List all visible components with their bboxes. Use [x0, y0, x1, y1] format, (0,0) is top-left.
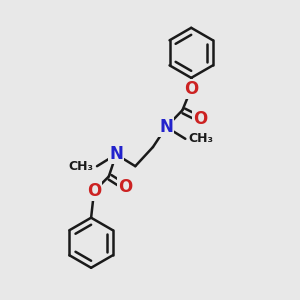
Text: N: N — [159, 118, 173, 136]
Text: O: O — [184, 80, 198, 98]
Text: O: O — [118, 178, 132, 196]
Text: CH₃: CH₃ — [68, 160, 94, 173]
Text: CH₃: CH₃ — [189, 132, 214, 145]
Text: O: O — [193, 110, 207, 128]
Text: O: O — [87, 182, 101, 200]
Text: N: N — [109, 146, 123, 164]
